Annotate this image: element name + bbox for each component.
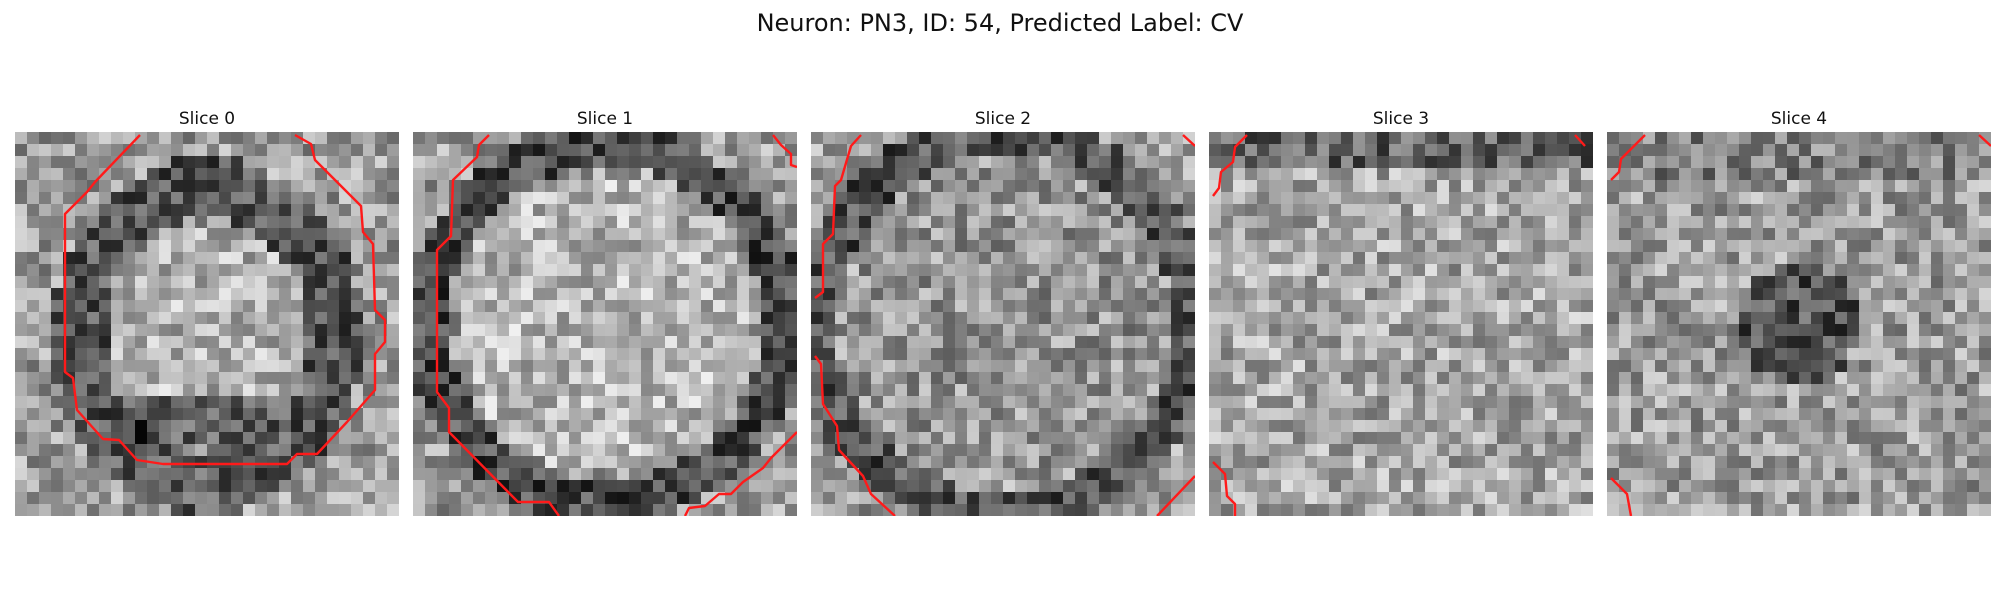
segmentation-contour <box>683 431 797 516</box>
slice-panel-1: Slice 1 <box>413 108 797 516</box>
segmentation-contour <box>1610 134 1646 181</box>
segmentation-contour <box>1212 461 1237 516</box>
slice-title-3: Slice 3 <box>1372 109 1430 129</box>
segmentation-contour <box>1212 134 1248 197</box>
slice-panel-4: Slice 4 <box>1607 108 1991 516</box>
slice-image-4 <box>1607 132 1991 516</box>
segmentation-contour <box>1182 134 1195 147</box>
figure-title: Neuron: PN3, ID: 54, Predicted Label: CV <box>756 9 1244 37</box>
slice-image-0 <box>15 132 399 516</box>
slice-panel-3: Slice 3 <box>1209 108 1593 516</box>
slice-image-3 <box>1209 132 1593 516</box>
segmentation-contour <box>1978 134 1991 147</box>
segmentation-contour <box>63 133 387 466</box>
slice-image-2 <box>811 132 1195 516</box>
segmentation-contour <box>772 134 797 169</box>
slice-title-2: Slice 2 <box>974 109 1032 129</box>
segmentation-contour <box>814 134 862 299</box>
segmentation-contour <box>1574 134 1586 147</box>
slice-title-0: Slice 0 <box>178 109 236 129</box>
slice-title-1: Slice 1 <box>576 109 634 129</box>
segmentation-contour <box>1610 477 1633 516</box>
slice-panel-0: Slice 0 <box>15 108 399 516</box>
segmentation-contour <box>814 355 896 516</box>
segmentation-contour <box>1156 475 1195 516</box>
slice-title-4: Slice 4 <box>1770 109 1828 129</box>
segmentation-contour <box>435 134 560 516</box>
slice-image-1 <box>413 132 797 516</box>
slice-panel-2: Slice 2 <box>811 108 1195 516</box>
